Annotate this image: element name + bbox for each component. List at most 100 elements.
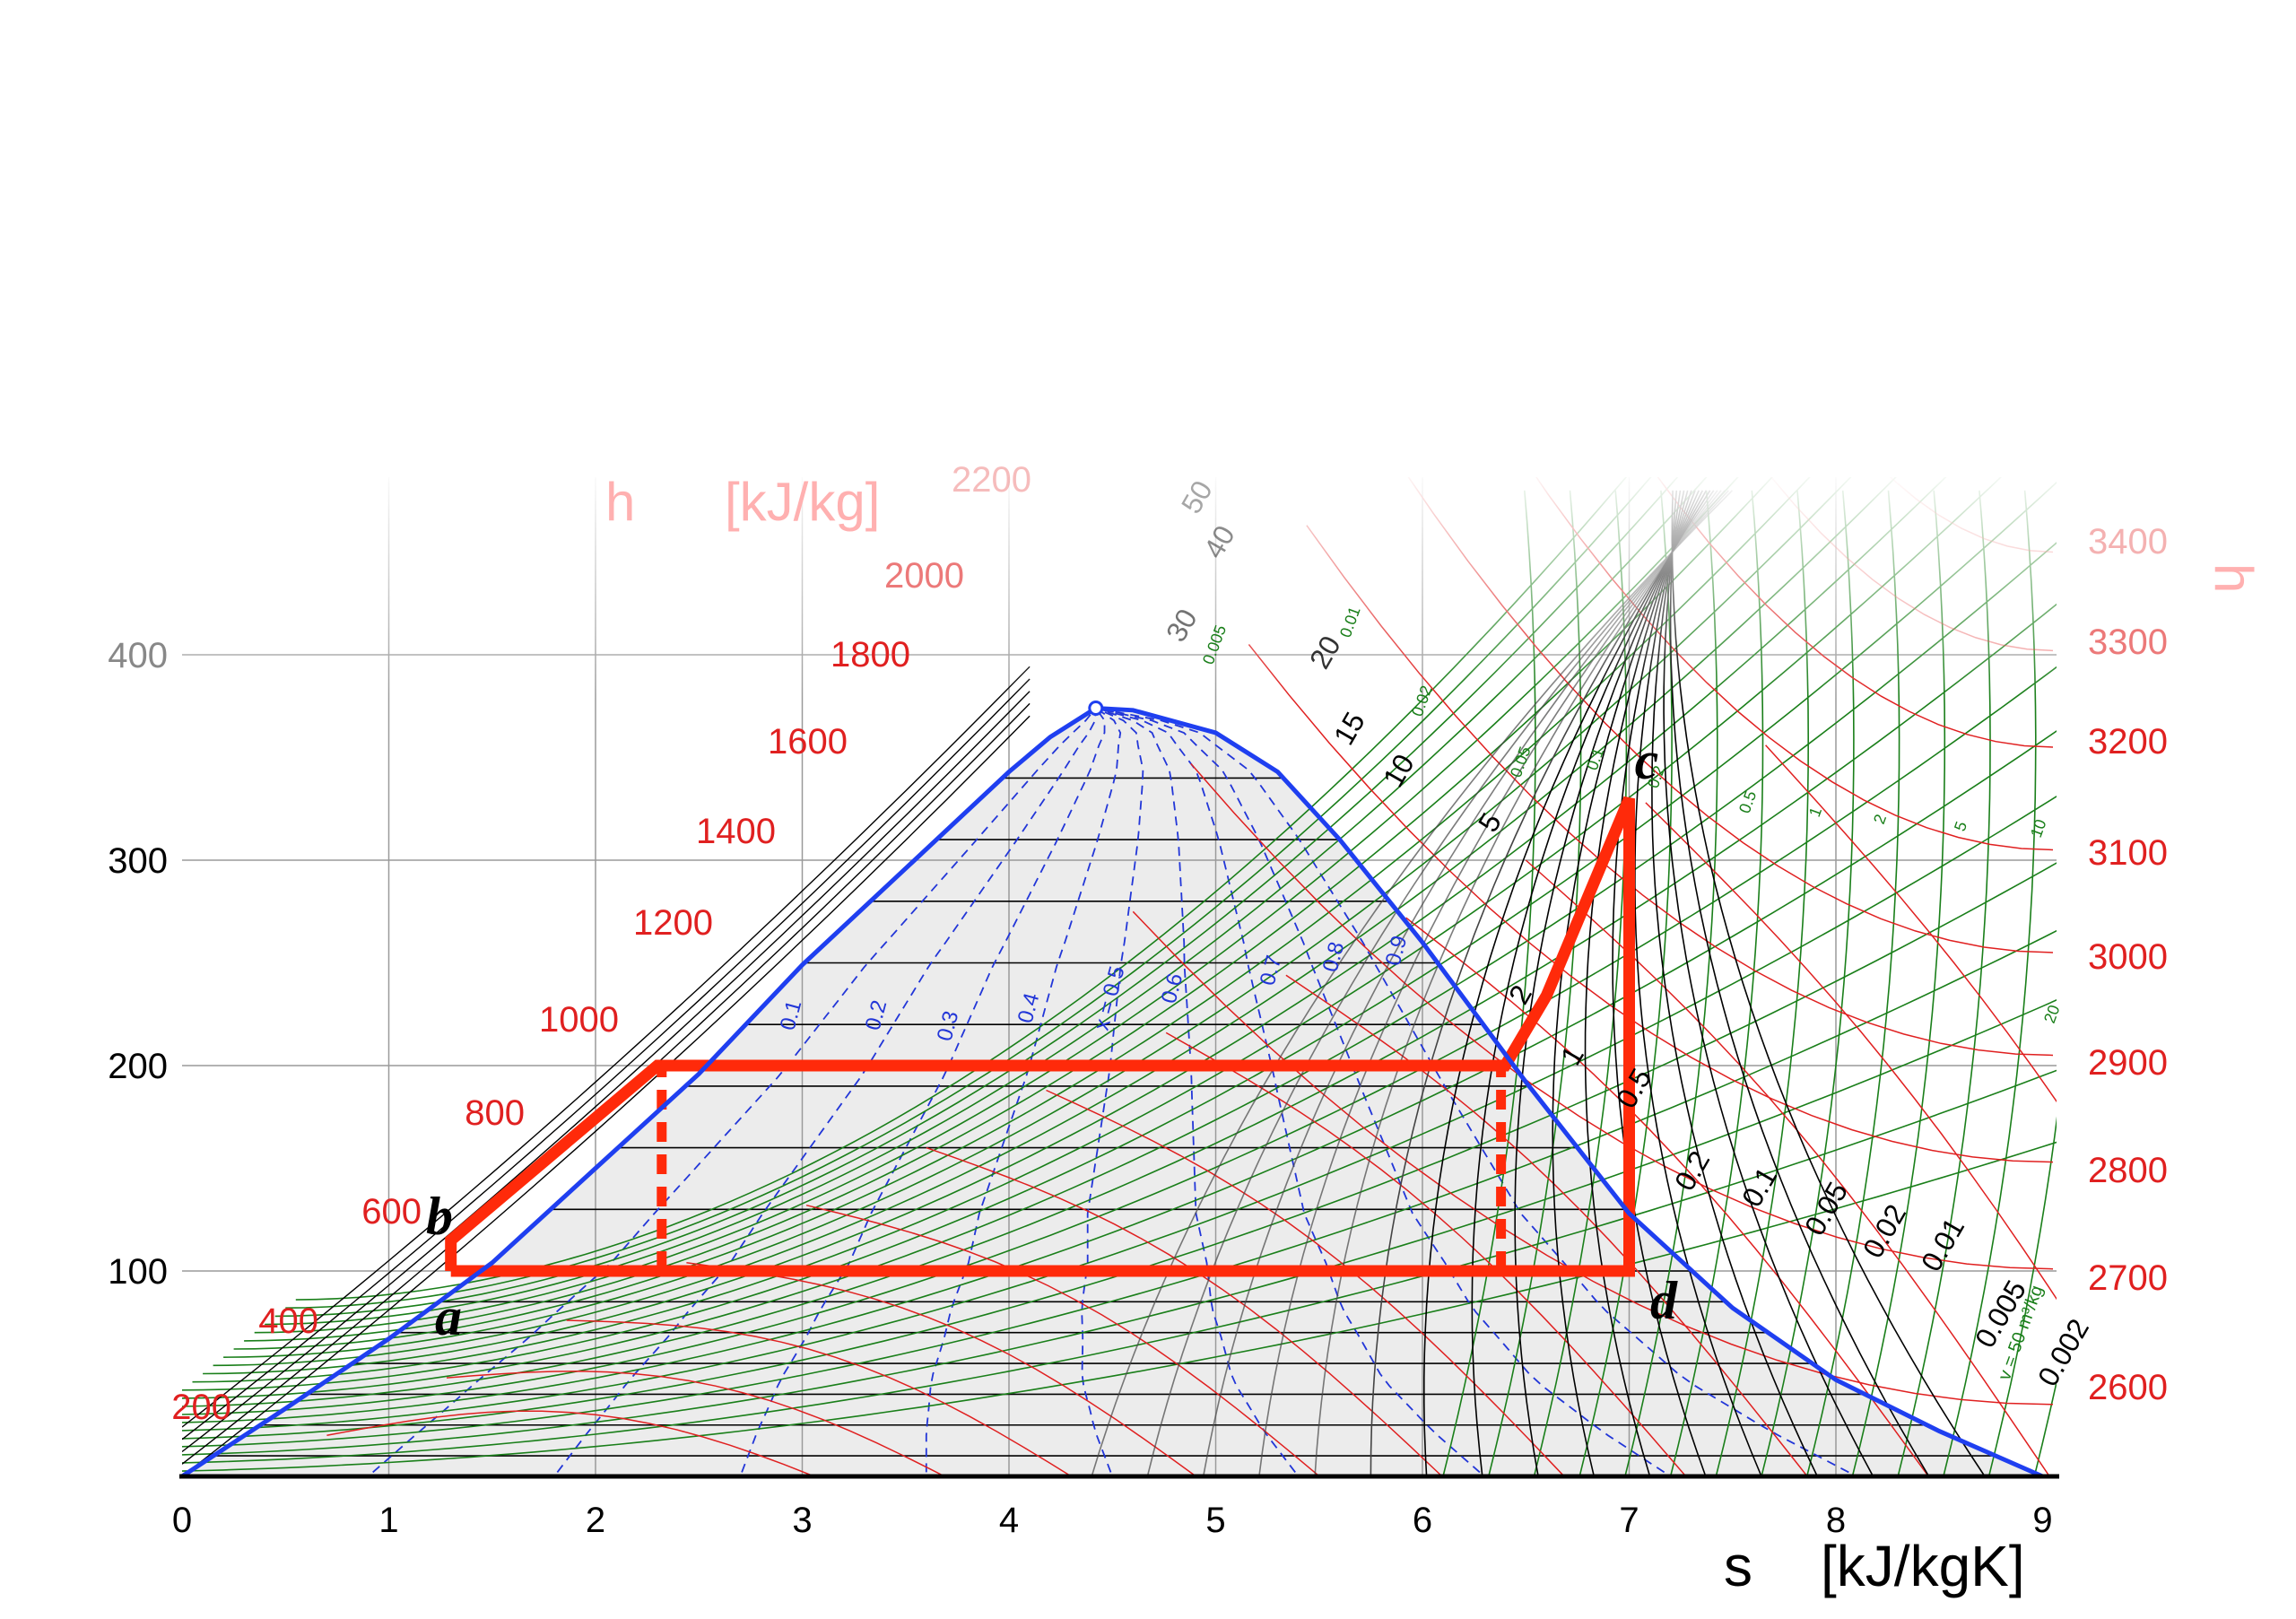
- enthalpy-tick-right: 3400: [2088, 522, 2168, 561]
- pressure-line-label: 0.01: [1915, 1213, 1970, 1277]
- volume-line-label: 5: [1951, 819, 1970, 833]
- x-tick-label: 3: [792, 1501, 812, 1540]
- quality-line: [1095, 707, 1665, 1474]
- isochore-line: [182, 666, 2057, 1415]
- enthalpy-tick-right: 2800: [2088, 1151, 2168, 1190]
- y-tick-labels: 100 200 300 400: [108, 636, 168, 1292]
- pressure-line-label: 0.002: [2031, 1313, 2095, 1391]
- isenthalp-line: [805, 1204, 1321, 1476]
- isochore-line: [182, 603, 2057, 1407]
- y-tick-label: 100: [108, 1252, 168, 1292]
- enthalpy-tick-right: 2700: [2088, 1258, 2168, 1298]
- isobar-liquid-line: [182, 691, 1031, 1453]
- x-axis-title: s: [1724, 1534, 1752, 1598]
- isochore-vapor-line: [1987, 1116, 2057, 1476]
- isenthalp-line: [1525, 859, 2051, 1476]
- pressure-line-label: 5: [1472, 807, 1508, 837]
- isochore-line: [285, 477, 1652, 1309]
- enthalpy-tick-left: 1000: [539, 1000, 619, 1040]
- isenthalp-line: [1285, 974, 1809, 1476]
- pressure-line-label: 10: [1377, 749, 1421, 793]
- y-tick-label: 400: [108, 636, 168, 675]
- isenthalp-line: [326, 1410, 816, 1476]
- cycle: [445, 796, 1635, 1277]
- cycle-corner-labels: ab c d: [426, 731, 1678, 1346]
- pressure-line-label: 0.05: [1798, 1177, 1854, 1241]
- enthalpy-tick-left: 1600: [768, 722, 848, 762]
- dome-fill: [182, 708, 2043, 1476]
- x-tick-label: 1: [378, 1501, 398, 1540]
- cycle-point-label-a: a: [435, 1287, 462, 1346]
- x-tick-label: 0: [172, 1501, 192, 1540]
- enthalpy-tick-right: 2900: [2088, 1043, 2168, 1083]
- isochore-line: [182, 1141, 2057, 1472]
- isochore-line: [182, 929, 2057, 1448]
- isenthalp-line: [1645, 802, 2057, 1301]
- y-tick-label: 300: [108, 841, 168, 881]
- x-axis-unit: [kJ/kgK]: [1821, 1534, 2025, 1598]
- x-tick-label: 8: [1826, 1501, 1846, 1540]
- enthalpy-tick-left: 800: [465, 1093, 525, 1133]
- x-tick-label: 5: [1205, 1501, 1225, 1540]
- isenthalp-vapor-line: [1248, 644, 2054, 1163]
- quality-line: [1095, 707, 1481, 1474]
- isobar-liquid-line: [182, 715, 1031, 1476]
- enthalpy-tick-left: 1200: [633, 903, 713, 943]
- enthalpy-tick-right: 3300: [2088, 622, 2168, 662]
- pressure-line-label: 2: [1502, 979, 1538, 1009]
- enthalpy-tick-left: 600: [361, 1192, 422, 1232]
- enthalpy-labels: 200 400 600 800 1000 1200 1400 1600 1800 2000 2200…: [171, 460, 2168, 1427]
- x-tick-label: 2: [586, 1501, 605, 1540]
- volume-line-label: 0.5: [1735, 788, 1760, 815]
- volume-line-label: 0.1: [1583, 745, 1607, 772]
- isobar-liquid-line: [182, 678, 1031, 1441]
- volume-line-label: 0.05: [1507, 744, 1535, 780]
- enthalpy-tick-right: 3000: [2088, 937, 2168, 977]
- volume-line-label: 2: [1870, 812, 1890, 826]
- isenthalp-vapor-line: [1654, 0, 2053, 449]
- dome-area: [182, 708, 2043, 1476]
- isochore-line: [182, 542, 2057, 1399]
- enthalpy-tick-right: 2600: [2088, 1368, 2168, 1407]
- enthalpy-tick-left: 1800: [831, 635, 910, 675]
- isobar-liquid-line: [182, 666, 1031, 1428]
- isochore-line: [295, 477, 1628, 1301]
- volume-line-label: 10: [2027, 817, 2050, 840]
- isochore-line: [182, 795, 2057, 1432]
- x-tick-label: 4: [999, 1501, 1019, 1540]
- saturation-dome: [180, 701, 2044, 1479]
- isenthalp-line: [1046, 1089, 1566, 1476]
- cycle-path: [445, 796, 1635, 1277]
- x-tick-label: 9: [2032, 1501, 2052, 1540]
- cycle-point-label-d: d: [1650, 1271, 1678, 1330]
- quality-line: [1081, 707, 1144, 1473]
- quality-line: [372, 707, 1097, 1474]
- x-tick-label: 6: [1413, 1501, 1432, 1540]
- isochore-line: [182, 1069, 2057, 1464]
- pressure-line-label: 15: [1327, 707, 1371, 751]
- cycle-point-label-c: c: [1635, 731, 1659, 790]
- isochore-line: [244, 477, 1773, 1342]
- isenthalp-vapor-line: [1190, 762, 2054, 1270]
- isenthalp-line: [446, 1371, 946, 1476]
- isochore-line: [265, 477, 1708, 1326]
- isenthalp-vapor-line: [1535, 477, 2054, 851]
- isochore-line: [182, 730, 2057, 1423]
- h-axis-unit: [kJ/kg]: [725, 472, 880, 532]
- top-fade: [179, 466, 2063, 700]
- enthalpy-tick-right: 3200: [2088, 722, 2168, 762]
- h-right-title: h: [2204, 563, 2264, 593]
- enthalpy-tick-right: 3100: [2088, 833, 2168, 873]
- saturation-curve: [180, 705, 2044, 1479]
- isenthalp-line: [566, 1319, 1073, 1476]
- isochore-line: [182, 999, 2057, 1456]
- isochore-line: [182, 481, 2057, 1391]
- isenthalp-line: [1405, 917, 1930, 1476]
- enthalpy-tick-left: 1400: [696, 812, 776, 851]
- enthalpy-tick-left: 2000: [884, 556, 964, 596]
- cycle-point-label-b: b: [426, 1187, 453, 1246]
- quality-line: [1095, 707, 1296, 1473]
- enthalpy-tick-left: 200: [171, 1388, 231, 1427]
